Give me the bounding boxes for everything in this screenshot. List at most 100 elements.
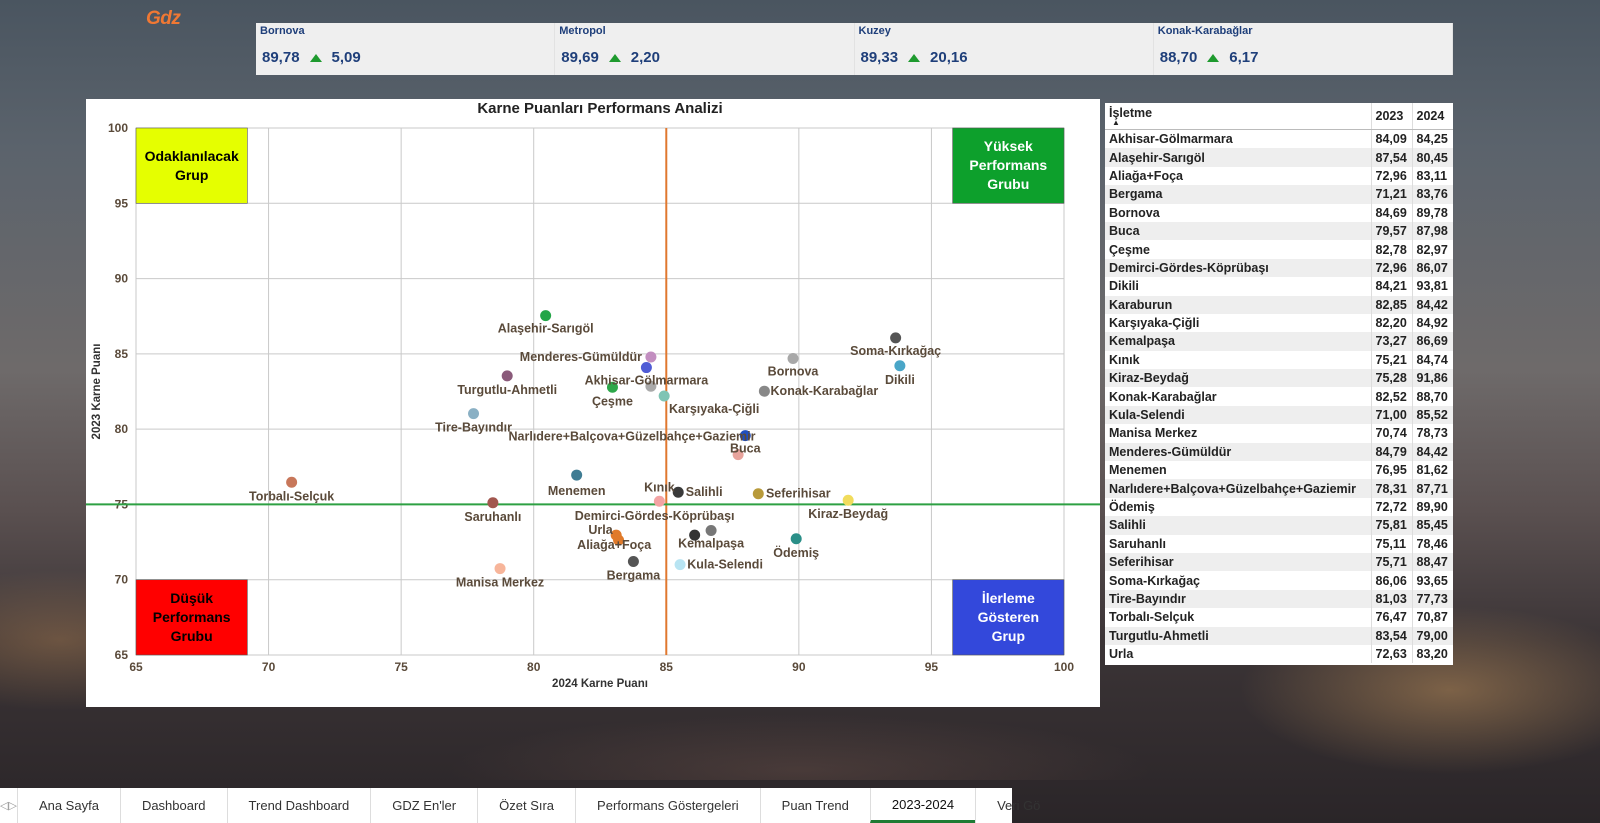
cell-2023: 81,03	[1370, 589, 1412, 609]
table-row[interactable]: Torbalı-Selçuk 76,47 70,87	[1105, 608, 1453, 627]
table-row[interactable]: Çeşme 82,78 82,97	[1105, 240, 1453, 259]
tab-list: Ana Sayfa Dashboard Trend Dashboard GDZ En'…	[16, 788, 1061, 823]
sheet-tab[interactable]: Ana Sayfa	[16, 788, 120, 823]
cell-2023: 71,21	[1370, 185, 1412, 204]
scatter-point[interactable]	[613, 534, 625, 546]
cell-2023: 84,09	[1370, 129, 1412, 149]
cell-2023: 83,54	[1370, 626, 1412, 645]
cell-2023: 72,96	[1370, 166, 1412, 186]
sheet-tab[interactable]: Veri Gö	[975, 788, 1061, 823]
table-row[interactable]: Menemen 76,95 81,62	[1105, 461, 1453, 480]
table-row[interactable]: Salihli 75,81 85,45	[1105, 516, 1453, 535]
table-row[interactable]: Manisa Merkez 70,74 78,73	[1105, 424, 1453, 443]
scatter-chart-panel[interactable]: Karne Puanları Performans Analizi 65 70 75 8…	[86, 99, 1100, 707]
table-row[interactable]: Kula-Selendi 71,00 85,52	[1105, 405, 1453, 425]
scatter-point[interactable]	[790, 533, 802, 545]
quadrant-label-bottom-right: İlerleme Gösteren Grup	[978, 590, 1039, 644]
scatter-point[interactable]	[540, 310, 552, 322]
scatter-point[interactable]	[645, 380, 657, 392]
cell-2023: 75,81	[1370, 516, 1412, 535]
cell-isletme: Bornova	[1109, 205, 1160, 220]
table-row[interactable]: Bergama 71,21 83,76	[1105, 185, 1453, 204]
cell-2023: 72,72	[1370, 497, 1412, 517]
sheet-tab[interactable]: Performans Göstergeleri	[575, 788, 760, 823]
scatter-point[interactable]	[653, 495, 665, 507]
triangle-right-icon[interactable]: ▷	[8, 800, 17, 812]
column-header-2024[interactable]: 2024	[1411, 103, 1453, 130]
table-row[interactable]: Menderes-Gümüldür 84,79 84,42	[1105, 442, 1453, 462]
y-tick-label: 100	[108, 121, 128, 135]
sheet-tabs-bar: ◁ ▷ Ana Sayfa Dashboard Trend Dashboard GDZ…	[0, 788, 1040, 823]
sheet-tab[interactable]: Dashboard	[119, 788, 227, 823]
sheet-tab[interactable]: Özet Sıra	[477, 788, 575, 823]
table-row[interactable]: Buca 79,57 87,98	[1105, 221, 1453, 241]
point-label: Kula-Selendi	[687, 558, 763, 572]
table-row[interactable]: Demirci-Gördes-Köprübaşı 72,96 86,07	[1105, 258, 1453, 278]
scatter-point[interactable]	[606, 381, 618, 393]
table-row[interactable]: Turgutlu-Ahmetli 83,54 79,00	[1105, 626, 1453, 645]
point-label: Manisa Merkez	[456, 576, 544, 590]
x-tick-label: 80	[527, 660, 541, 674]
scatter-point[interactable]	[672, 486, 684, 498]
scatter-point[interactable]	[571, 469, 583, 481]
scatter-point[interactable]	[890, 332, 902, 344]
scatter-point[interactable]	[501, 370, 513, 382]
table-row[interactable]: Kemalpaşa 73,27 86,69	[1105, 332, 1453, 351]
sheet-tab[interactable]: 2023-2024	[869, 788, 976, 823]
sheet-tab[interactable]: GDZ En'ler	[370, 788, 477, 823]
point-label: Konak-Karabağlar	[771, 384, 879, 398]
table-row[interactable]: Urla 72,63 83,20	[1105, 644, 1453, 664]
table-row[interactable]: Ödemiş 72,72 89,90	[1105, 497, 1453, 517]
scatter-point[interactable]	[468, 408, 480, 420]
sort-caret-icon: ▲	[1112, 118, 1120, 127]
cell-2024: 86,69	[1411, 332, 1453, 351]
scatter-point[interactable]	[627, 555, 639, 567]
scatter-point[interactable]	[286, 476, 298, 488]
scatter-point[interactable]	[494, 563, 506, 575]
scatter-point[interactable]	[487, 497, 499, 509]
sheet-tab[interactable]: Puan Trend	[759, 788, 870, 823]
column-header-2023[interactable]: 2023	[1370, 103, 1412, 130]
scatter-point[interactable]	[658, 390, 670, 402]
scatter-point[interactable]	[758, 385, 770, 397]
kpi-card[interactable]: Bornova 89,78 5,09	[256, 23, 556, 75]
kpi-card[interactable]: Metropol 89,69 2,20	[555, 23, 855, 75]
scatter-point[interactable]	[732, 449, 744, 461]
table-row[interactable]: Narlıdere+Balçova+Güzelbahçe+Gaziemir 78,…	[1105, 479, 1453, 498]
table-row[interactable]: Tire-Bayındır 81,03 77,73	[1105, 589, 1453, 609]
scatter-point[interactable]	[739, 430, 751, 442]
scatter-point[interactable]	[752, 488, 764, 500]
cell-2023: 75,28	[1370, 369, 1412, 388]
column-header-isletme[interactable]: İşletme ▲	[1105, 103, 1371, 130]
table-row[interactable]: Akhisar-Gölmarmara 84,09 84,25	[1105, 129, 1453, 149]
scores-table-panel[interactable]: İşletme ▲ 2023 2024 Akhisar-Gölmarmara 84,…	[1105, 103, 1453, 665]
table-row[interactable]: Kınık 75,21 84,74	[1105, 350, 1453, 370]
kpi-name: Metropol	[559, 25, 606, 37]
cell-2023: 75,11	[1370, 534, 1412, 553]
table-row[interactable]: Alaşehir-Sarıgöl 87,54 80,45	[1105, 148, 1453, 167]
cell-2024: 85,45	[1411, 516, 1453, 535]
table-row[interactable]: Konak-Karabağlar 82,52 88,70	[1105, 387, 1453, 406]
kpi-card[interactable]: Konak-Karabağlar 88,70 6,17	[1154, 23, 1453, 75]
scatter-point[interactable]	[787, 353, 799, 365]
scatter-point[interactable]	[689, 529, 701, 541]
sheet-tab[interactable]: Trend Dashboard	[226, 788, 371, 823]
scatter-point[interactable]	[894, 360, 906, 372]
table-row[interactable]: Seferihisar 75,71 88,47	[1105, 552, 1453, 572]
scatter-chart[interactable]: Karne Puanları Performans Analizi 65 70 75 8…	[86, 99, 1100, 707]
table-row[interactable]: Kiraz-Beydağ 75,28 91,86	[1105, 369, 1453, 388]
scatter-point[interactable]	[842, 494, 854, 506]
scatter-point[interactable]	[674, 559, 686, 571]
table-row[interactable]: Dikili 84,21 93,81	[1105, 277, 1453, 296]
kpi-card[interactable]: Kuzey 89,33 20,16	[855, 23, 1154, 75]
table-row[interactable]: Karşıyaka-Çiğli 82,20 84,92	[1105, 313, 1453, 333]
table-row[interactable]: Aliağa+Foça 72,96 83,11	[1105, 166, 1453, 186]
table-row[interactable]: Karaburun 82,85 84,42	[1105, 295, 1453, 314]
scatter-point[interactable]	[705, 524, 717, 536]
scatter-point[interactable]	[640, 362, 652, 374]
table-row[interactable]: Saruhanlı 75,11 78,46	[1105, 534, 1453, 553]
scatter-point[interactable]	[645, 351, 657, 363]
table-row[interactable]: Soma-Kırkağaç 86,06 93,65	[1105, 571, 1453, 590]
table-row[interactable]: Bornova 84,69 89,78	[1105, 203, 1453, 222]
triangle-left-icon[interactable]: ◁	[0, 800, 9, 812]
